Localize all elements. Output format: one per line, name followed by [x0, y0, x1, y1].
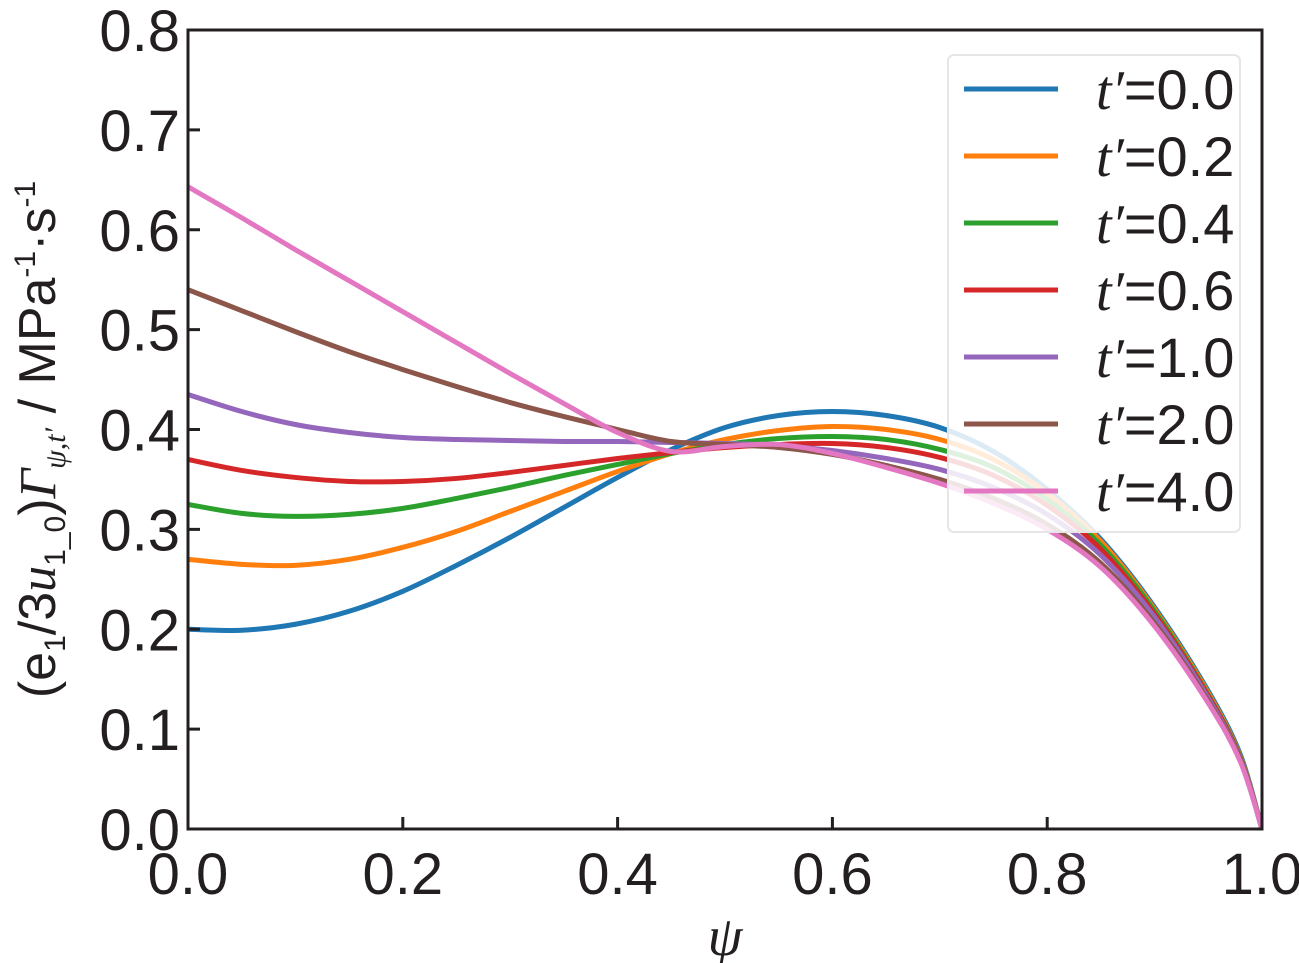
ylabel-unit: / MPa — [9, 277, 67, 427]
legend-box — [947, 54, 1241, 533]
legend-label-4: t′=1.0 — [1096, 326, 1234, 390]
y-tick-label-5: 0.5 — [99, 299, 180, 364]
y-tick-label-6: 0.6 — [99, 199, 180, 264]
y-axis-label: (e1/3u1_0)Γψ,t′ / MPa-1·s-1 — [9, 181, 72, 698]
x-tick-label-1: 0.2 — [362, 842, 443, 907]
x-tick-label-4: 0.8 — [1007, 842, 1088, 907]
ylabel-prefix: (e — [9, 652, 67, 698]
legend-label-3: t′=0.6 — [1096, 259, 1234, 323]
legend: t′=0.0t′=0.2t′=0.4t′=0.6t′=1.0t′=2.0t′=4… — [947, 54, 1241, 533]
ylabel-dot: ·s — [9, 208, 67, 251]
x-tick-label-0: 0.0 — [148, 842, 229, 907]
series-line-6 — [188, 184, 1262, 829]
y-tick-label-7: 0.7 — [99, 99, 180, 164]
legend-label-2: t′=0.4 — [1096, 192, 1234, 256]
y-tick-label-3: 0.3 — [99, 498, 180, 563]
x-axis-label: ψ — [708, 906, 744, 963]
legend-label-6: t′=4.0 — [1096, 460, 1234, 524]
y-tick-label-0: 0.0 — [99, 798, 180, 863]
ylabel-u: u — [10, 566, 67, 592]
x-tick-label-3: 0.6 — [792, 842, 873, 907]
ylabel-close: ) — [9, 498, 67, 515]
legend-label-5: t′=2.0 — [1096, 393, 1234, 457]
ylabel-sub2: 1_0 — [39, 516, 72, 566]
ylabel-sup1: -1 — [9, 251, 42, 278]
x-tick-label-5: 1.0 — [1222, 842, 1299, 907]
ylabel-gamma: Γ — [10, 466, 67, 499]
legend-items: t′=0.0t′=0.2t′=0.4t′=0.6t′=1.0t′=2.0t′=4… — [964, 58, 1234, 524]
series-lines — [188, 184, 1262, 829]
ylabel-sub3: ψ,t′ — [39, 427, 72, 468]
y-tick-label-1: 0.1 — [99, 698, 180, 763]
y-tick-label-8: 0.8 — [99, 0, 180, 64]
ylabel-sub1: 1 — [39, 635, 72, 652]
x-tick-label-2: 0.4 — [577, 842, 658, 907]
ylabel-sup2: -1 — [9, 181, 42, 208]
legend-label-0: t′=0.0 — [1096, 58, 1234, 122]
y-tick-label-4: 0.4 — [99, 399, 180, 464]
legend-label-1: t′=0.2 — [1096, 125, 1234, 189]
y-tick-label-2: 0.2 — [99, 598, 180, 663]
ylabel-mid: /3 — [9, 592, 67, 635]
axis-ticks: 0.0 0.2 0.4 0.6 0.8 1.0 0.0 0.1 0.2 0.3 0.4 0.5 0.6 0… — [99, 0, 1299, 907]
